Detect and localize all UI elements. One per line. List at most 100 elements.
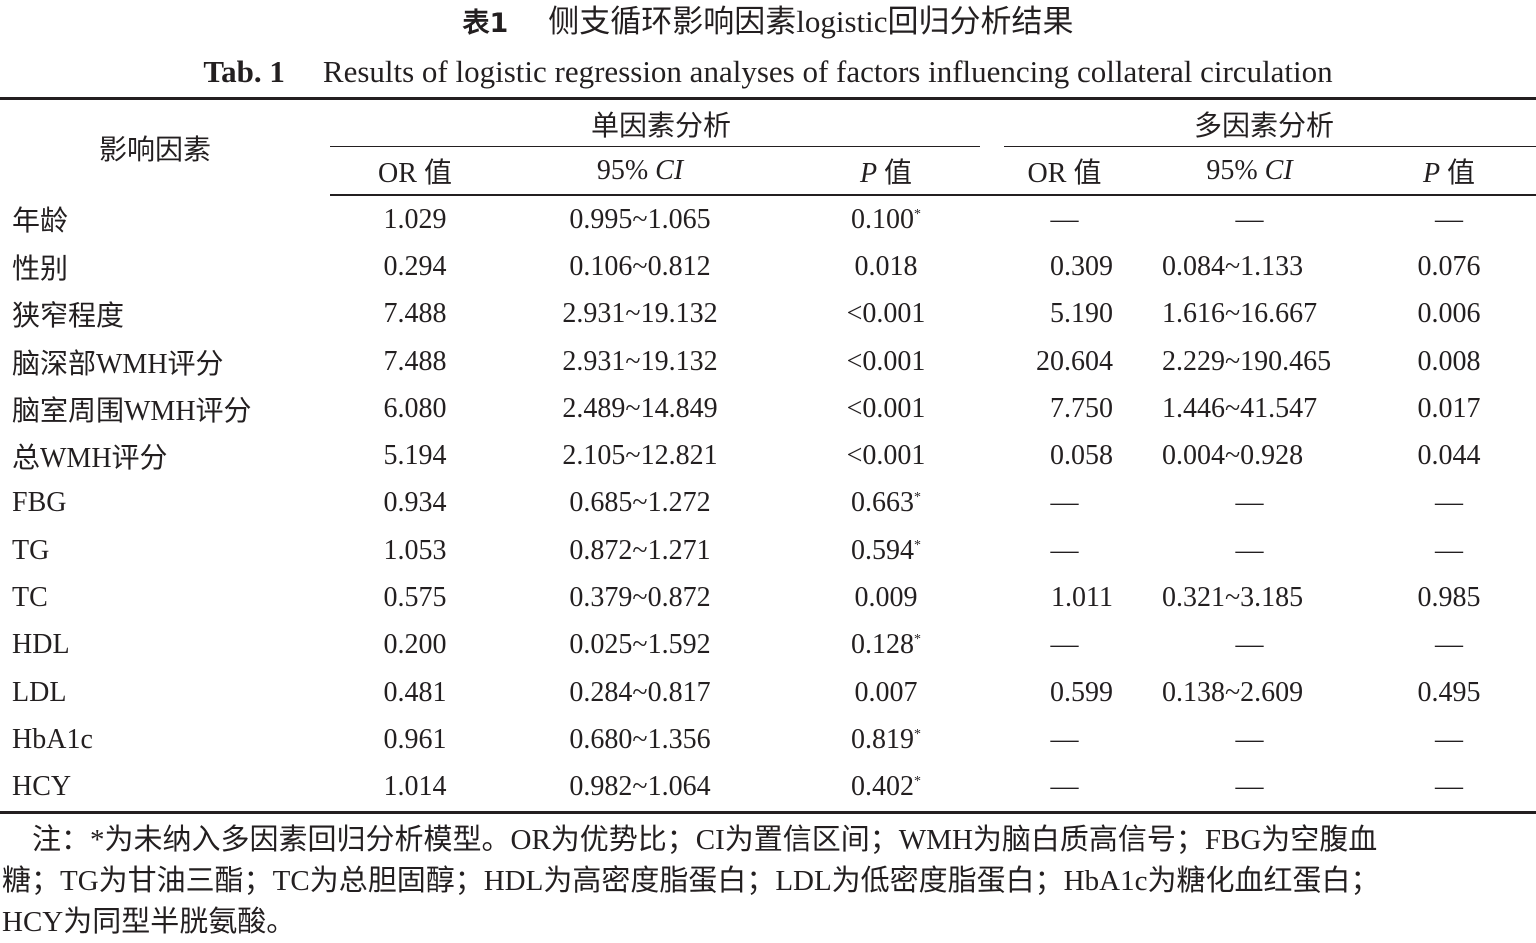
uni-p-cell: 0.009 xyxy=(854,582,918,614)
multi-p-cell: — xyxy=(1435,203,1463,235)
factor-cell: HDL xyxy=(12,629,70,661)
multi-p-header: P 值 xyxy=(1362,147,1536,196)
uni-p-cell: <0.001 xyxy=(846,392,926,424)
table-number-cn: 表1 xyxy=(462,8,509,39)
regression-table: 影响因素 单因素分析 多因素分析 OR 值 95% CI P 值 OR 值 95… xyxy=(0,97,1536,814)
multi-or-cell: 1.011 xyxy=(1051,582,1113,614)
uni-p-cell: 0.594* xyxy=(851,534,921,566)
uni-ci-cell: 0.106~0.812 xyxy=(569,250,711,282)
uni-or-cell: 7.488 xyxy=(383,298,447,330)
uni-p-cell: 0.128* xyxy=(851,629,921,661)
multi-p-cell: 0.017 xyxy=(1417,392,1481,424)
uni-ci-cell: 0.872~1.271 xyxy=(569,534,711,566)
univariate-header: 单因素分析 xyxy=(330,99,992,148)
factor-cell: FBG xyxy=(12,487,67,519)
multi-or-cell: — xyxy=(1050,203,1079,235)
factor-cell: 脑深部WMH评分 xyxy=(12,348,224,380)
factor-cell: 性别 xyxy=(12,253,69,285)
not-included-marker: * xyxy=(914,537,921,553)
multi-p-cell: 0.006 xyxy=(1417,298,1481,330)
multi-or-cell: 0.058 xyxy=(1050,440,1113,472)
uni-ci-cell: 2.489~14.849 xyxy=(562,392,718,424)
not-included-marker: * xyxy=(914,726,921,742)
table-title-en-text: Results of logistic regression analyses … xyxy=(322,54,1333,89)
multi-or-cell: — xyxy=(1050,534,1079,566)
multi-or-cell: 0.599 xyxy=(1050,676,1113,708)
multi-ci-cell: — xyxy=(1235,203,1264,235)
factor-cell: TC xyxy=(12,582,48,614)
uni-p-header: P 值 xyxy=(780,147,992,196)
table-row: 年龄 1.029 0.995~1.065 0.100* — — — xyxy=(0,195,1536,243)
multi-p-cell: 0.008 xyxy=(1417,345,1481,377)
uni-p-cell: <0.001 xyxy=(846,440,926,472)
multi-or-cell: 0.309 xyxy=(1050,250,1113,282)
not-included-marker: * xyxy=(914,774,921,790)
multi-p-cell: — xyxy=(1435,771,1463,803)
multi-p-cell: — xyxy=(1435,629,1463,661)
uni-ci-cell: 0.680~1.356 xyxy=(569,723,711,755)
table-title-cn-text: 侧支循环影响因素logistic回归分析结果 xyxy=(548,4,1074,39)
table-row: 脑室周围WMH评分 6.080 2.489~14.849 <0.001 7.750 1.4… xyxy=(0,385,1536,432)
uni-or-cell: 0.961 xyxy=(383,723,447,755)
factor-cell: HCY xyxy=(12,771,72,803)
uni-p-cell: 0.018 xyxy=(854,250,918,282)
table-body: 年龄 1.029 0.995~1.065 0.100* — — — 性别 0.294 0.106~… xyxy=(0,195,1536,812)
uni-or-cell: 0.294 xyxy=(383,250,447,282)
multi-or-cell: — xyxy=(1050,487,1079,519)
not-included-marker: * xyxy=(914,206,921,222)
footnote-line-2: 糖；TG为甘油三酯；TC为总胆固醇；HDL为高密度脂蛋白；LDL为低密度脂蛋白；… xyxy=(2,865,1380,897)
uni-p-cell: 0.402* xyxy=(851,771,921,803)
uni-p-cell: <0.001 xyxy=(846,298,926,330)
multi-or-header: OR 值 xyxy=(992,147,1137,196)
multi-p-cell: 0.044 xyxy=(1417,440,1481,472)
uni-ci-cell: 0.025~1.592 xyxy=(569,629,711,661)
uni-or-cell: 0.934 xyxy=(383,487,447,519)
multi-p-cell: — xyxy=(1435,487,1463,519)
factor-cell: 年龄 xyxy=(12,206,69,238)
multivariate-header: 多因素分析 xyxy=(992,99,1536,148)
uni-p-cell: 0.100* xyxy=(851,203,921,235)
table-row: LDL 0.481 0.284~0.817 0.007 0.599 0.138~2.609… xyxy=(0,669,1536,716)
multi-or-cell: 5.190 xyxy=(1050,298,1113,330)
uni-ci-cell: 0.995~1.065 xyxy=(569,203,711,235)
multi-p-cell: 0.076 xyxy=(1417,250,1481,282)
table-row: HbA1c 0.961 0.680~1.356 0.819* — — — xyxy=(0,716,1536,763)
multi-or-cell: — xyxy=(1050,771,1079,803)
uni-p-cell: 0.819* xyxy=(851,723,921,755)
uni-ci-cell: 2.105~12.821 xyxy=(562,440,718,472)
multi-p-cell: — xyxy=(1435,534,1463,566)
uni-ci-cell: 0.379~0.872 xyxy=(569,582,711,614)
multi-p-cell: — xyxy=(1435,723,1463,755)
multi-ci-cell: 1.616~16.667 xyxy=(1162,298,1318,330)
uni-p-cell: <0.001 xyxy=(846,345,926,377)
table-row: 性别 0.294 0.106~0.812 0.018 0.309 0.084~1.133 0… xyxy=(0,243,1536,290)
multi-or-cell: — xyxy=(1050,629,1079,661)
footnote-line-1: 注：*为未纳入多因素回归分析模型。OR为优势比；CI为置信区间；WMH为脑白质高… xyxy=(32,824,1378,856)
multi-p-cell: 0.495 xyxy=(1417,676,1481,708)
table-title-en: Tab. 1 Results of logistic regression ana… xyxy=(0,50,1536,94)
uni-or-cell: 0.481 xyxy=(383,676,447,708)
uni-ci-cell: 2.931~19.132 xyxy=(562,298,718,330)
multi-ci-cell: 2.229~190.465 xyxy=(1162,345,1332,377)
multi-or-cell: 7.750 xyxy=(1050,392,1113,424)
uni-ci-cell: 2.931~19.132 xyxy=(562,345,718,377)
multi-ci-cell: — xyxy=(1235,771,1264,803)
uni-ci-cell: 0.284~0.817 xyxy=(569,676,711,708)
table-row: FBG 0.934 0.685~1.272 0.663* — — — xyxy=(0,480,1536,527)
factor-cell: 狭窄程度 xyxy=(12,301,125,333)
multi-ci-header: 95% CI xyxy=(1137,147,1362,196)
factor-cell: TG xyxy=(12,534,50,566)
uni-ci-header: 95% CI xyxy=(500,147,780,196)
multi-ci-cell: 1.446~41.547 xyxy=(1162,392,1318,424)
table-row: TC 0.575 0.379~0.872 0.009 1.011 0.321~3.185 0… xyxy=(0,574,1536,621)
uni-or-cell: 7.488 xyxy=(383,345,447,377)
uni-or-header: OR 值 xyxy=(330,147,500,196)
table-title-cn: 表1 侧支循环影响因素logistic回归分析结果 xyxy=(0,0,1536,46)
factor-cell: 脑室周围WMH评分 xyxy=(12,395,252,427)
factor-cell: LDL xyxy=(12,676,67,708)
table-footnote: 注：*为未纳入多因素回归分析模型。OR为优势比；CI为置信区间；WMH为脑白质高… xyxy=(0,820,1536,943)
table-row: 总WMH评分 5.194 2.105~12.821 <0.001 0.058 0.004~… xyxy=(0,432,1536,479)
multi-or-cell: 20.604 xyxy=(1036,345,1113,377)
table-row: HDL 0.200 0.025~1.592 0.128* — — — xyxy=(0,622,1536,669)
multi-ci-cell: 0.084~1.133 xyxy=(1162,250,1304,282)
